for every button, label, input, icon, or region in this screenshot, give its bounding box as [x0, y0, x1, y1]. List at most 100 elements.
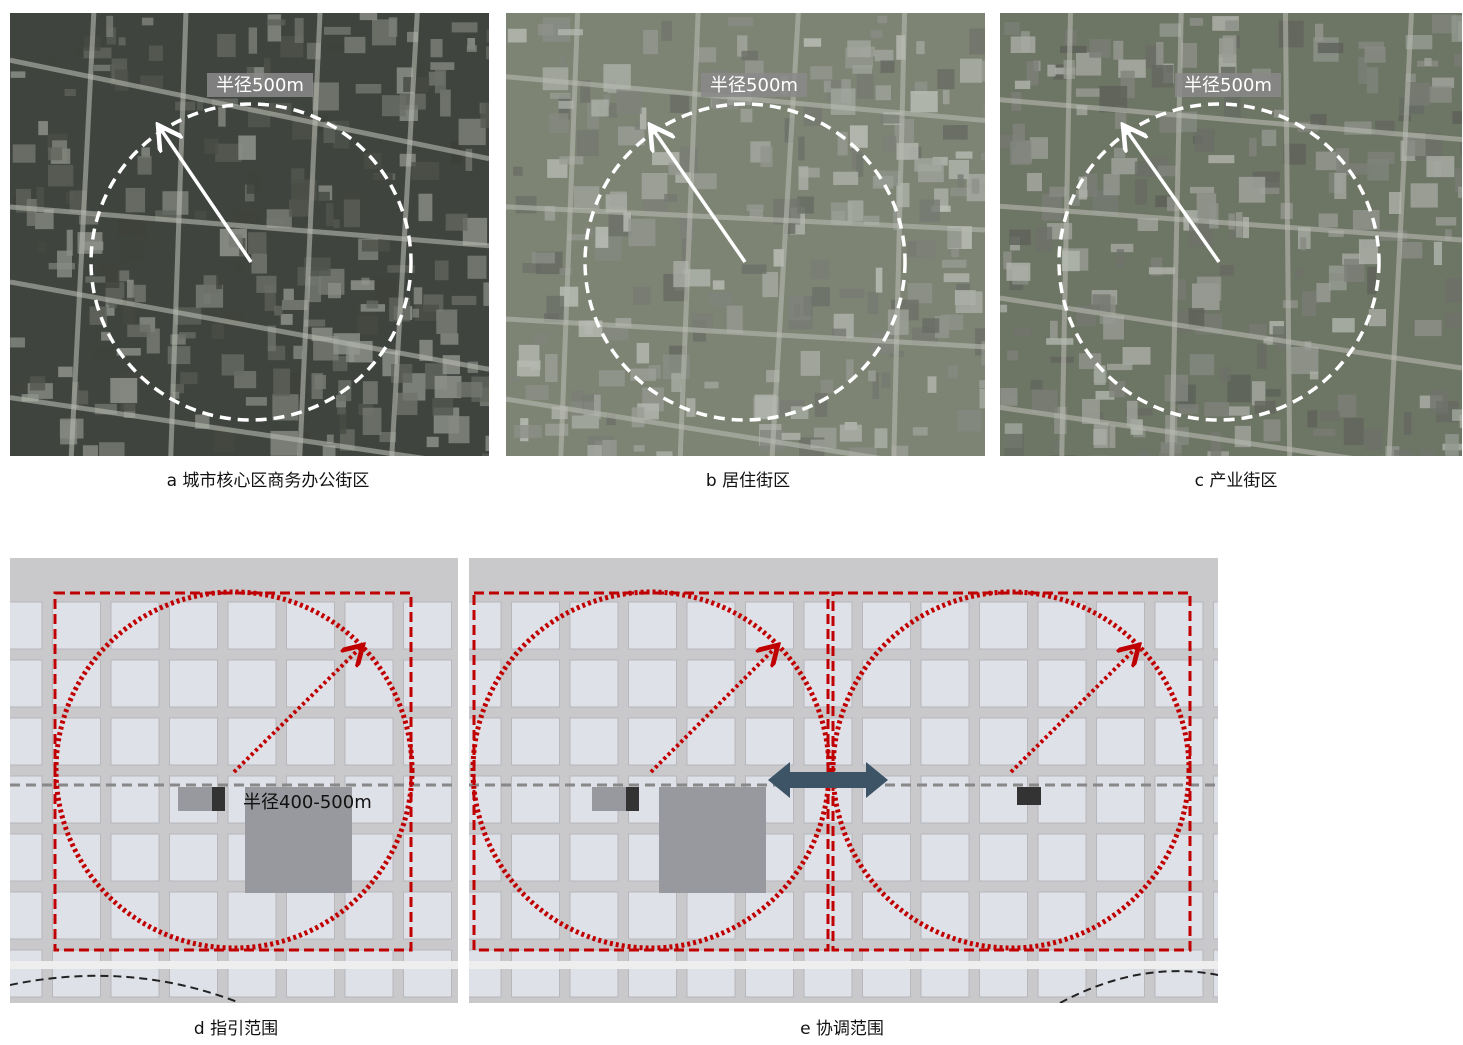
building	[1426, 156, 1454, 177]
building	[344, 200, 360, 228]
block	[1097, 718, 1145, 765]
block	[345, 602, 393, 649]
block	[629, 892, 677, 939]
building	[1452, 111, 1463, 124]
building	[811, 260, 829, 279]
building	[179, 332, 196, 338]
large-block	[659, 787, 766, 893]
building	[1013, 124, 1025, 143]
building	[610, 192, 627, 207]
building	[840, 289, 865, 298]
block	[921, 660, 969, 707]
block	[746, 660, 794, 707]
building	[1195, 129, 1215, 152]
block	[570, 602, 618, 649]
building	[873, 176, 894, 189]
building	[545, 424, 568, 436]
building	[467, 256, 486, 279]
building	[397, 393, 418, 415]
block	[1038, 834, 1086, 881]
block	[170, 660, 218, 707]
building	[1090, 455, 1110, 471]
building	[824, 81, 831, 93]
building	[533, 333, 547, 345]
building	[1127, 401, 1138, 427]
building	[138, 156, 152, 175]
building	[118, 270, 130, 281]
building	[1229, 232, 1236, 239]
building	[876, 85, 891, 100]
block	[629, 660, 677, 707]
block	[0, 660, 42, 707]
building	[508, 29, 527, 43]
block	[1155, 892, 1203, 939]
figure: 半径500m半径500m半径500m半径400-500m a 城市核心区商务办公…	[0, 0, 1463, 1041]
building	[1446, 278, 1463, 302]
building	[1152, 65, 1173, 87]
block	[228, 660, 276, 707]
building	[810, 66, 832, 79]
building	[27, 199, 38, 226]
block	[345, 950, 393, 997]
block	[863, 602, 911, 649]
building	[821, 380, 834, 394]
building	[656, 451, 672, 464]
building	[430, 62, 454, 70]
building	[98, 264, 119, 288]
building	[634, 445, 645, 451]
block	[228, 718, 276, 765]
building	[595, 227, 608, 248]
building	[514, 425, 542, 438]
block	[687, 718, 735, 765]
block	[687, 950, 735, 997]
radius-label: 半径500m	[216, 75, 304, 96]
building	[30, 376, 45, 390]
building	[249, 27, 257, 53]
building	[1424, 58, 1431, 66]
block	[1155, 660, 1203, 707]
building	[180, 372, 197, 384]
building	[1006, 263, 1030, 281]
building	[1156, 42, 1163, 68]
block	[687, 660, 735, 707]
building	[281, 314, 293, 325]
building	[57, 251, 72, 278]
building	[247, 170, 261, 194]
building	[1411, 183, 1438, 207]
block	[921, 776, 969, 823]
building	[10, 337, 25, 347]
building	[1321, 411, 1340, 421]
block	[170, 834, 218, 881]
building	[980, 389, 987, 408]
block	[570, 660, 618, 707]
block	[1038, 950, 1086, 997]
building	[1262, 130, 1276, 146]
building	[371, 174, 392, 182]
building	[538, 24, 553, 35]
block	[228, 602, 276, 649]
building	[911, 91, 938, 112]
building	[1359, 239, 1378, 264]
building	[58, 367, 72, 378]
building	[727, 306, 743, 334]
block	[111, 834, 159, 881]
block	[629, 718, 677, 765]
building	[267, 19, 285, 25]
block	[111, 660, 159, 707]
building	[762, 272, 778, 297]
building	[126, 188, 145, 212]
building	[526, 385, 549, 400]
building	[1310, 371, 1318, 379]
building	[326, 203, 334, 226]
building	[127, 325, 150, 338]
building	[1049, 187, 1065, 197]
block	[921, 950, 969, 997]
block	[111, 718, 159, 765]
building	[389, 17, 398, 37]
building	[982, 61, 991, 82]
block	[170, 950, 218, 997]
building	[418, 194, 432, 221]
building	[957, 410, 981, 431]
building	[680, 147, 698, 172]
building	[686, 398, 695, 417]
